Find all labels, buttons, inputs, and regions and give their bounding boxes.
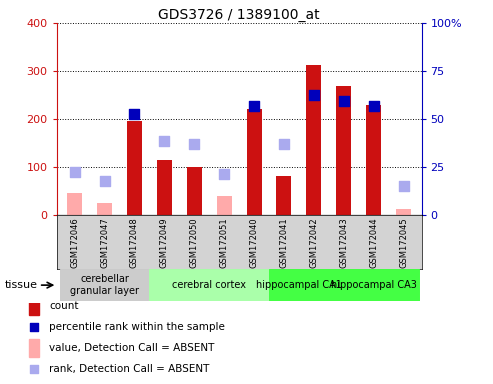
Text: value, Detection Call = ABSENT: value, Detection Call = ABSENT	[49, 343, 214, 353]
Text: count: count	[49, 301, 79, 311]
Text: GSM172049: GSM172049	[160, 218, 169, 268]
Text: cerebral cortex: cerebral cortex	[172, 280, 246, 290]
Text: GSM172040: GSM172040	[249, 218, 258, 268]
Bar	[269, 269, 329, 301]
Bar	[29, 339, 39, 357]
Text: rank, Detection Call = ABSENT: rank, Detection Call = ABSENT	[49, 364, 210, 374]
Bar	[306, 65, 321, 215]
Point	[280, 141, 288, 147]
Bar	[329, 269, 419, 301]
Text: GSM172050: GSM172050	[190, 218, 199, 268]
Text: percentile rank within the sample: percentile rank within the sample	[49, 322, 225, 332]
Bar	[217, 196, 232, 215]
Point	[340, 98, 348, 104]
Text: tissue: tissue	[5, 280, 38, 290]
Bar	[277, 176, 291, 215]
Bar	[60, 269, 149, 301]
Bar	[246, 109, 261, 215]
Text: GSM172051: GSM172051	[220, 218, 229, 268]
Bar	[97, 203, 112, 215]
Point	[250, 103, 258, 109]
Text: GSM172045: GSM172045	[399, 218, 408, 268]
Text: GSM172042: GSM172042	[310, 218, 318, 268]
Bar	[336, 86, 351, 215]
Text: GSM172047: GSM172047	[100, 218, 109, 268]
Bar	[366, 104, 381, 215]
Bar	[29, 297, 39, 314]
Point	[30, 366, 38, 372]
Point	[220, 171, 228, 177]
Text: hippocampal CA1: hippocampal CA1	[256, 280, 342, 290]
Text: GSM172046: GSM172046	[70, 218, 79, 268]
Point	[70, 169, 78, 175]
Point	[400, 183, 408, 189]
Point	[310, 92, 318, 98]
Bar	[187, 167, 202, 215]
Bar	[396, 209, 411, 215]
Bar	[157, 160, 172, 215]
Text: GSM172048: GSM172048	[130, 218, 139, 268]
Title: GDS3726 / 1389100_at: GDS3726 / 1389100_at	[158, 8, 320, 22]
Point	[160, 137, 168, 144]
Text: GSM172043: GSM172043	[339, 218, 348, 268]
Point	[370, 103, 378, 109]
Point	[101, 178, 108, 185]
Text: GSM172044: GSM172044	[369, 218, 378, 268]
Bar	[67, 194, 82, 215]
Point	[190, 141, 198, 147]
Point	[30, 324, 38, 330]
Point	[131, 111, 139, 118]
Text: cerebellar
granular layer: cerebellar granular layer	[70, 274, 139, 296]
Text: hippocampal CA3: hippocampal CA3	[331, 280, 417, 290]
Bar	[127, 121, 142, 215]
Text: GSM172041: GSM172041	[280, 218, 288, 268]
Bar	[149, 269, 269, 301]
